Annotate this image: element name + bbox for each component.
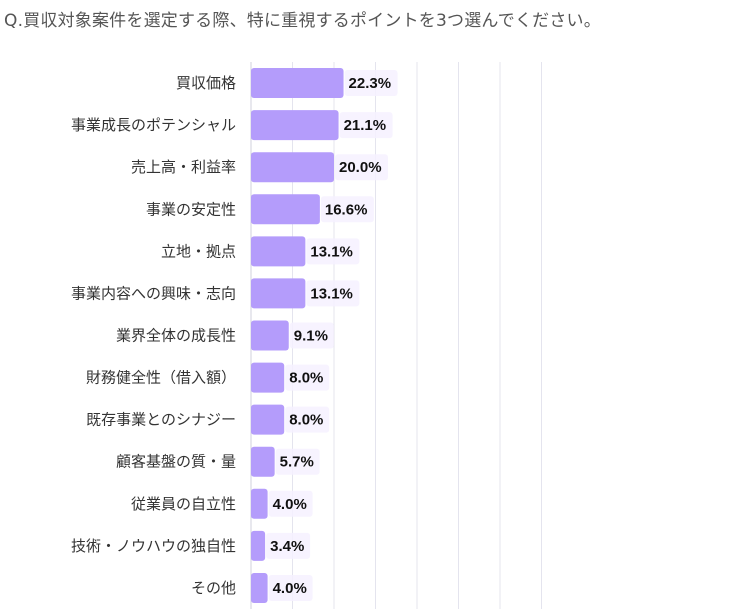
bar <box>251 572 268 603</box>
category-label: その他 <box>191 579 236 597</box>
bar <box>251 236 306 267</box>
value-label-bg <box>306 238 360 265</box>
value-label: 22.3% <box>349 75 392 92</box>
bar <box>251 530 266 561</box>
value-label-bg <box>306 280 360 307</box>
bar <box>251 320 289 351</box>
category-label: 事業成長のポテンシャル <box>71 116 236 134</box>
category-label: 業界全体の成長性 <box>116 327 236 345</box>
value-label: 21.1% <box>344 117 387 134</box>
value-label: 9.1% <box>294 328 328 345</box>
value-label: 16.6% <box>325 201 368 218</box>
category-label: 立地・拠点 <box>161 242 236 260</box>
value-label-bg <box>285 364 330 391</box>
value-label-bg <box>268 490 313 517</box>
value-label-bg <box>320 196 374 223</box>
value-label: 4.0% <box>273 496 307 513</box>
value-label: 4.0% <box>273 580 307 597</box>
bar <box>251 446 275 477</box>
category-label: 売上高・利益率 <box>131 158 236 176</box>
value-label-bg <box>335 154 388 181</box>
value-label: 5.7% <box>280 454 314 471</box>
value-label-bg <box>268 574 313 601</box>
value-label: 8.0% <box>289 412 323 429</box>
value-label-bg <box>285 406 330 433</box>
value-label: 13.1% <box>310 243 353 260</box>
category-label: 財務健全性（借入額） <box>86 369 236 387</box>
value-label: 20.0% <box>339 159 382 176</box>
bar <box>251 110 339 141</box>
value-label-bg <box>339 112 393 139</box>
category-label: 従業員の自立性 <box>131 495 236 513</box>
bar <box>251 362 285 393</box>
bar <box>251 194 320 225</box>
bar <box>251 152 334 183</box>
bar <box>251 68 344 99</box>
value-label: 3.4% <box>270 538 304 555</box>
category-label: 買収価格 <box>176 74 236 92</box>
category-label: 顧客基盤の質・量 <box>116 453 236 471</box>
value-label: 8.0% <box>289 370 323 387</box>
value-label: 13.1% <box>310 285 353 302</box>
category-label: 技術・ノウハウの独自性 <box>71 537 236 555</box>
value-label-bg <box>266 532 311 559</box>
bar <box>251 404 285 435</box>
bar <box>251 488 268 519</box>
category-label: 既存事業とのシナジー <box>86 411 236 429</box>
value-label-bg <box>289 322 334 349</box>
question-title: Q.買収対象案件を選定する際、特に重視するポイントを3つ選んでください。 <box>4 11 601 31</box>
category-label: 事業内容への興味・志向 <box>71 284 236 302</box>
value-label-bg <box>344 70 398 97</box>
bar <box>251 278 306 309</box>
value-label-bg <box>275 448 320 475</box>
category-label: 事業の安定性 <box>146 200 236 218</box>
